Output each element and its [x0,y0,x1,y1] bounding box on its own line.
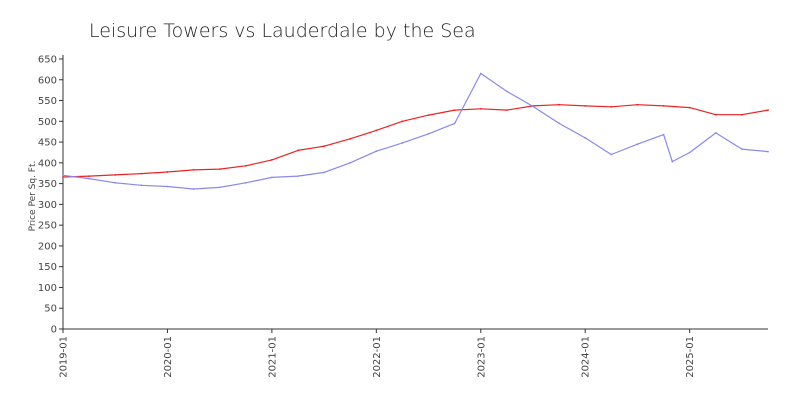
y-tick-label: 500 [38,117,57,128]
series-1-point [62,176,64,178]
series-1-point [401,120,404,123]
x-tick-label: 2024-01 [581,336,592,378]
series-1-point [714,113,717,116]
series-1-point [453,109,456,111]
y-axis: 0 50 100 150 200 250 300 350 400 450 500 550 600 650 [38,55,64,336]
series-2-point [166,185,169,188]
series-2-point [62,174,64,177]
series-2-point [741,148,743,151]
series-2-point [506,90,508,93]
series-2-point [767,150,769,153]
series-2-point [218,186,221,189]
series-layer [62,72,769,190]
series-1-point [88,175,90,178]
series-1-point [375,129,378,132]
y-tick-label: 150 [38,262,57,273]
series-1-point [140,172,143,175]
y-tick-label: 600 [38,75,57,86]
series-1-point [584,105,587,107]
series-2-point [192,188,195,190]
series-2-point [636,143,639,146]
series-1-point [349,137,352,140]
chart-title: Leisure Towers vs Lauderdale by the Sea [89,20,476,42]
y-tick-label: 200 [38,241,57,252]
series-2-point [401,142,404,144]
y-axis-label: Price Per Sq. Ft. [28,161,38,232]
y-tick-label: 250 [38,221,57,232]
series-2-point [88,177,90,180]
series-1-point [610,105,613,108]
x-tick-label: 2023-01 [476,336,487,378]
y-tick-label: 100 [38,283,57,294]
series-1-point [767,109,769,111]
series-1-point [297,149,299,152]
series-1-point [244,164,247,167]
series-1-point [662,105,665,107]
series-1-point [741,113,743,116]
series-1-point [192,169,195,171]
series-2-point [271,176,273,179]
y-tick-label: 550 [38,96,57,107]
x-tick-label: 2020-01 [163,336,174,378]
series-1-point [427,114,430,116]
series-2-point [688,151,691,154]
series-2-point [297,175,299,178]
series-2-point [349,161,352,164]
series-1-point [114,174,117,176]
series-2-point [114,181,117,184]
series-1-point [218,168,221,171]
series-1-point [271,159,273,161]
series-2-point [584,137,587,139]
x-tick-label: 2025-01 [685,336,696,378]
y-tick-label: 0 [51,325,57,336]
series-line-1 [62,104,769,178]
series-1-point [506,109,508,111]
x-tick-label: 2022-01 [372,336,383,378]
series-2-point [453,122,456,125]
y-tick-label: 400 [38,158,57,169]
series-1-point [323,145,325,148]
y-tick-label: 650 [38,55,57,66]
series-2-point [532,105,534,108]
series-2-point [375,150,378,153]
x-tick-label: 2021-01 [267,336,278,378]
x-tick-label: 2019-01 [59,336,70,378]
y-tick-label: 350 [38,179,57,190]
series-2-point [558,122,560,125]
series-1-point [558,103,560,106]
series-2-point [244,181,247,184]
series-2-point [140,184,143,187]
series-2-point [662,133,665,136]
series-2-point [323,171,325,174]
y-tick-label: 300 [38,200,57,211]
series-1-point [479,107,482,110]
series-2-point [479,72,482,75]
y-tick-label: 450 [38,138,57,149]
series-1-point [688,106,691,109]
series-2-point [610,153,613,156]
y-tick-label: 50 [44,304,57,315]
series-2-point [427,132,430,135]
series-1-point [166,171,169,173]
series-2-point [714,132,717,134]
series-2-point [671,160,674,163]
series-1-point [636,103,639,106]
x-axis: 2019-01 2020-01 2021-01 2022-01 2023-01 2024-… [59,328,768,378]
